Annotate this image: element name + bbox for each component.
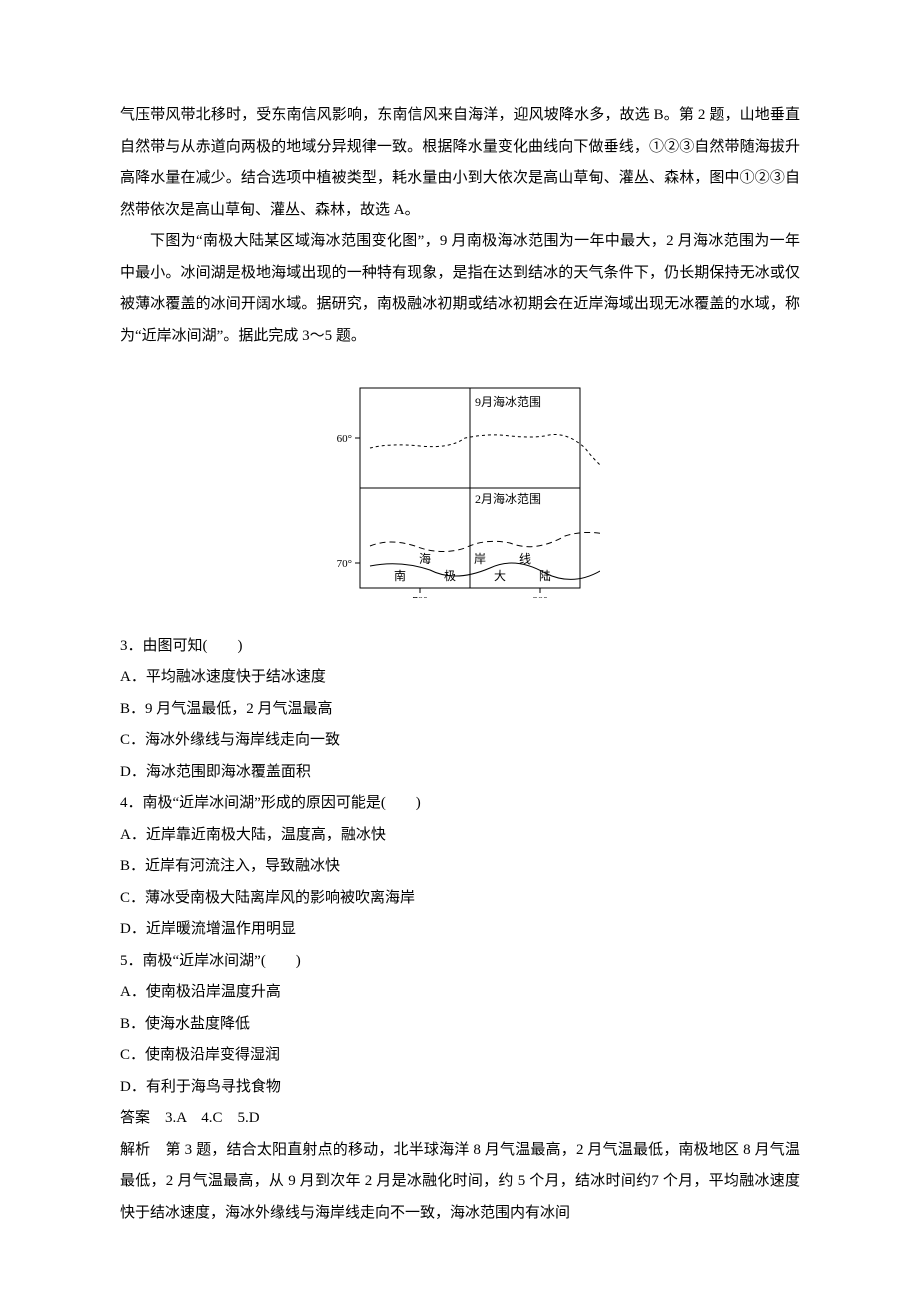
q3-option-c: C．海冰外缘线与海岸线走向一致 [120, 725, 800, 757]
q4-stem: 4．南极“近岸冰间湖”形成的原因可能是( ) [120, 788, 800, 820]
q3-option-d: D．海冰范围即海冰覆盖面积 [120, 757, 800, 789]
q3-option-a: A．平均融冰速度快于结冰速度 [120, 662, 800, 694]
svg-text:70°: 70° [412, 595, 427, 598]
svg-text:70°: 70° [337, 558, 352, 570]
svg-text:线: 线 [519, 552, 531, 566]
q3-stem: 3．由图可知( ) [120, 631, 800, 663]
svg-text:南: 南 [394, 568, 406, 583]
svg-text:2月海冰范围: 2月海冰范围 [475, 491, 541, 506]
q4-option-b: B．近岸有河流注入，导致融冰快 [120, 851, 800, 883]
q5-stem: 5．南极“近岸冰间湖”( ) [120, 946, 800, 978]
svg-text:80°: 80° [532, 595, 547, 598]
svg-text:大: 大 [494, 569, 506, 583]
q4-option-d: D．近岸暖流增温作用明显 [120, 914, 800, 946]
q3-option-b: B．9 月气温最低，2 月气温最高 [120, 694, 800, 726]
q5-option-a: A．使南极沿岸温度升高 [120, 977, 800, 1009]
explanation: 解析 第 3 题，结合太阳直射点的移动，北半球海洋 8 月气温最高，2 月气温最… [120, 1135, 800, 1230]
svg-text:60°: 60° [337, 433, 352, 445]
svg-text:9月海冰范围: 9月海冰范围 [475, 394, 541, 409]
svg-text:岸: 岸 [474, 552, 486, 566]
sea-ice-chart: 60° 70° 70° 80° 9月海冰范围 2月海冰范围海 岸 线南 极 大 陆 [120, 368, 800, 611]
q5-option-c: C．使南极沿岸变得湿润 [120, 1040, 800, 1072]
intro-paragraph: 气压带风带北移时，受东南信风影响，东南信风来自海洋，迎风坡降水多，故选 B。第 … [120, 100, 800, 226]
q5-option-d: D．有利于海鸟寻找食物 [120, 1072, 800, 1104]
answers: 答案 3.A 4.C 5.D [120, 1103, 800, 1135]
svg-text:极: 极 [444, 569, 456, 583]
q4-option-c: C．薄冰受南极大陆离岸风的影响被吹离海岸 [120, 883, 800, 915]
svg-text:海: 海 [419, 551, 431, 566]
context-paragraph: 下图为“南极大陆某区域海冰范围变化图”，9 月南极海冰范围为一年中最大，2 月海… [120, 226, 800, 352]
q4-option-a: A．近岸靠近南极大陆，温度高，融冰快 [120, 820, 800, 852]
q5-option-b: B．使海水盐度降低 [120, 1009, 800, 1041]
svg-text:陆: 陆 [539, 568, 551, 583]
